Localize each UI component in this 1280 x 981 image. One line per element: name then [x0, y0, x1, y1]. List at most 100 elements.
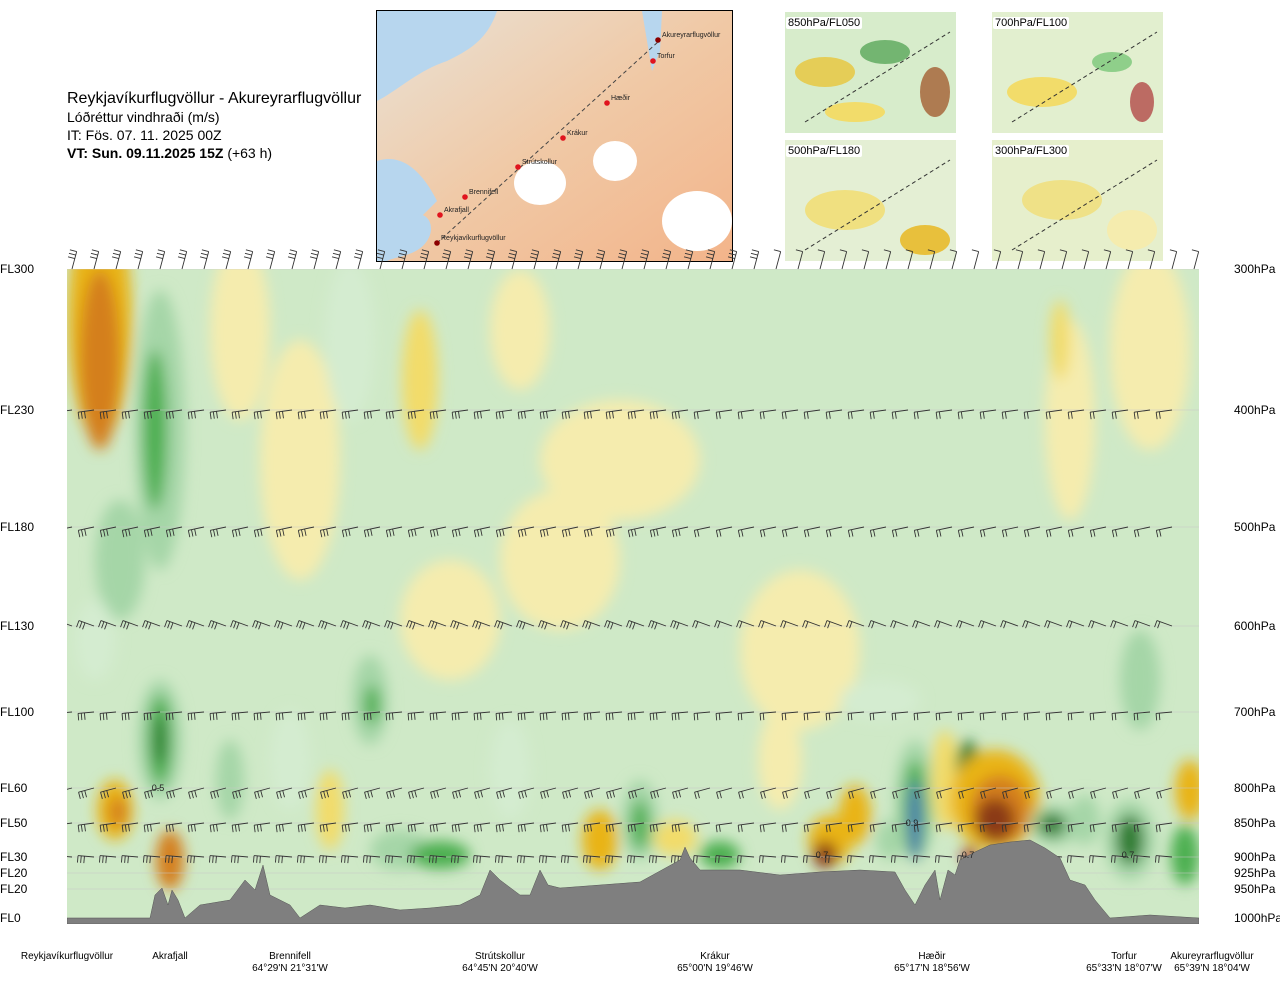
- field-cell: [700, 841, 740, 869]
- wind-barb-shaft: [914, 620, 931, 627]
- wind-barb-shaft: [320, 822, 337, 826]
- wind-barb-shaft: [210, 620, 227, 627]
- wind-barb-flag: [520, 855, 522, 863]
- field-cell: [582, 810, 618, 870]
- wind-barb-shaft: [276, 822, 293, 826]
- wind-barb-shaft: [760, 620, 777, 627]
- wind-barb-shaft: [276, 620, 293, 627]
- wind-barb-shaft: [1068, 620, 1085, 627]
- wind-barb-flag: [517, 855, 519, 863]
- wind-barb-flag: [806, 713, 809, 721]
- wind-barb-shaft: [1024, 711, 1041, 714]
- wind-barb-flag: [211, 621, 215, 629]
- wind-barb-flag: [749, 256, 757, 260]
- wind-barb-flag: [1045, 713, 1048, 721]
- wind-barb-shaft: [78, 409, 95, 413]
- wind-barb-flag: [429, 713, 432, 721]
- wind-barb-flag: [278, 411, 281, 419]
- wind-barb-flag: [298, 792, 301, 800]
- right-axis-label: 800hPa: [1234, 781, 1276, 795]
- wind-barb-flag: [105, 712, 108, 720]
- wind-barb-flag: [187, 855, 189, 863]
- wind-barb-flag: [143, 713, 146, 721]
- wind-barb-shaft: [474, 711, 491, 714]
- wind-barb-shaft: [496, 787, 513, 793]
- field-blobs: [68, 269, 1199, 890]
- wind-barb-shaft: [78, 787, 95, 793]
- route-map: Akureyrarflugvöllur Torfur Hæðir Krákur Strú…: [376, 10, 733, 262]
- field-cell: [325, 269, 375, 420]
- wind-barb-flag: [561, 855, 563, 863]
- wind-barb-shaft: [1112, 787, 1129, 793]
- wind-barb-flag: [84, 790, 87, 798]
- wind-barb-shaft: [518, 711, 535, 714]
- wind-barb-shaft: [386, 711, 403, 714]
- right-axis-label: 900hPa: [1234, 850, 1276, 864]
- wind-barb-flag: [653, 529, 656, 537]
- wind-barb-flag: [232, 792, 235, 800]
- wind-barb-shaft: [430, 855, 447, 858]
- wind-barb-flag: [587, 529, 590, 537]
- wind-barb-flag: [1000, 620, 1004, 628]
- wind-barb-shaft: [181, 251, 188, 270]
- wind-barb-flag: [112, 252, 120, 256]
- wind-barb-flag: [521, 791, 524, 799]
- wind-barb-flag: [517, 530, 521, 538]
- wind-barb-flag: [827, 621, 831, 629]
- wind-barb-flag: [518, 792, 521, 800]
- wind-barb-shaft: [232, 855, 249, 858]
- wind-barb-flag: [344, 411, 347, 419]
- wind-barb-flag: [212, 411, 215, 419]
- wind-barb-shaft: [1068, 711, 1085, 714]
- wind-barb-flag: [1089, 530, 1093, 538]
- wind-barb-shaft: [738, 787, 755, 793]
- wind-barb-shaft: [804, 787, 821, 793]
- wind-barb-shaft: [672, 822, 689, 826]
- wind-barb-flag: [187, 825, 190, 833]
- wind-barb-shaft: [936, 620, 953, 627]
- wind-barb-shaft: [298, 711, 315, 714]
- wind-barb-shaft: [518, 620, 535, 627]
- wind-barb-shaft: [1134, 620, 1151, 627]
- wind-barb-flag: [916, 713, 919, 721]
- wind-barb-flag: [79, 621, 83, 629]
- wind-barb-flag: [1092, 713, 1095, 721]
- wind-barb-flag: [750, 252, 758, 256]
- wind-barb-shaft: [826, 787, 843, 793]
- wind-barb-flag: [102, 855, 104, 863]
- wind-barb-flag: [214, 622, 218, 630]
- wind-barb-shaft: [1024, 822, 1041, 826]
- wind-barb-shaft: [672, 409, 689, 413]
- field-cell: [490, 720, 530, 820]
- wind-barb-shaft: [78, 855, 95, 858]
- wind-barb-shaft: [650, 526, 667, 531]
- wind-barb-flag: [165, 530, 169, 538]
- wind-barb-flag: [193, 856, 195, 864]
- wind-barb-flag: [297, 713, 300, 721]
- left-axis-label: FL30: [0, 850, 28, 864]
- wind-barb-flag: [289, 249, 297, 253]
- wind-barb-flag: [281, 712, 284, 720]
- wind-barb-flag: [199, 256, 207, 260]
- wind-barb-shaft: [291, 251, 298, 270]
- wind-barb-shaft: [826, 409, 843, 413]
- wind-barb-flag: [894, 713, 897, 721]
- wind-barb-shaft: [1024, 620, 1041, 627]
- wind-barb-flag: [539, 825, 542, 833]
- wind-barb-flag: [366, 824, 369, 832]
- wind-barb-shaft: [67, 711, 73, 713]
- wind-barb-flag: [539, 530, 543, 538]
- wind-barb-flag: [649, 825, 652, 833]
- wind-barb-flag: [652, 411, 655, 419]
- wind-barb-flag: [502, 790, 505, 798]
- wind-barb-flag: [275, 825, 278, 833]
- wind-barb-flag: [567, 712, 570, 720]
- wind-barb-shaft: [100, 409, 117, 413]
- wind-barb-flag: [1159, 529, 1162, 537]
- wind-barb-shaft: [672, 526, 689, 531]
- wind-barb-flag: [62, 824, 63, 831]
- wind-barb-flag: [368, 622, 372, 630]
- wind-barb-shaft: [980, 711, 997, 714]
- wind-barb-flag: [343, 621, 347, 629]
- field-cell: [740, 570, 860, 730]
